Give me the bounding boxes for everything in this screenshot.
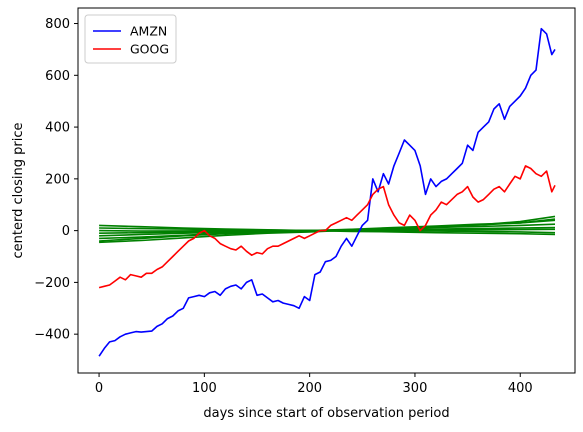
y-axis-ticks: −400 −200 0 200 400 600 800 bbox=[34, 17, 78, 343]
x-axis-title: days since start of observation period bbox=[203, 406, 449, 421]
series-line-goog bbox=[98, 165, 556, 289]
y-tick-label: −200 bbox=[34, 276, 70, 291]
x-tick-label: 400 bbox=[508, 381, 533, 396]
x-tick-label: 200 bbox=[297, 381, 322, 396]
legend: AMZN GOOG bbox=[84, 14, 177, 64]
legend-label-amzn: AMZN bbox=[130, 24, 167, 39]
y-tick-label: 600 bbox=[45, 69, 70, 84]
y-tick-label: 0 bbox=[62, 224, 70, 239]
series-layer bbox=[98, 27, 556, 357]
y-tick-label: 200 bbox=[45, 172, 70, 187]
y-tick-label: 400 bbox=[45, 121, 70, 136]
legend-frame bbox=[84, 14, 177, 64]
y-tick-label: 800 bbox=[45, 17, 70, 32]
x-axis-ticks: 0 100 200 300 400 bbox=[95, 373, 533, 396]
x-tick-label: 0 bbox=[95, 381, 103, 396]
y-tick-label: −400 bbox=[34, 328, 70, 343]
x-tick-label: 300 bbox=[403, 381, 428, 396]
y-axis-title: centerd closing price bbox=[11, 122, 26, 258]
series-line-amzn bbox=[98, 27, 556, 357]
axes-frame bbox=[77, 7, 576, 374]
x-tick-label: 100 bbox=[192, 381, 217, 396]
legend-label-goog: GOOG bbox=[130, 42, 169, 57]
series-line-green-9 bbox=[99, 218, 556, 244]
plot-area: 0 100 200 300 400 −400 −200 0 200 400 600 800 bbox=[34, 7, 576, 396]
